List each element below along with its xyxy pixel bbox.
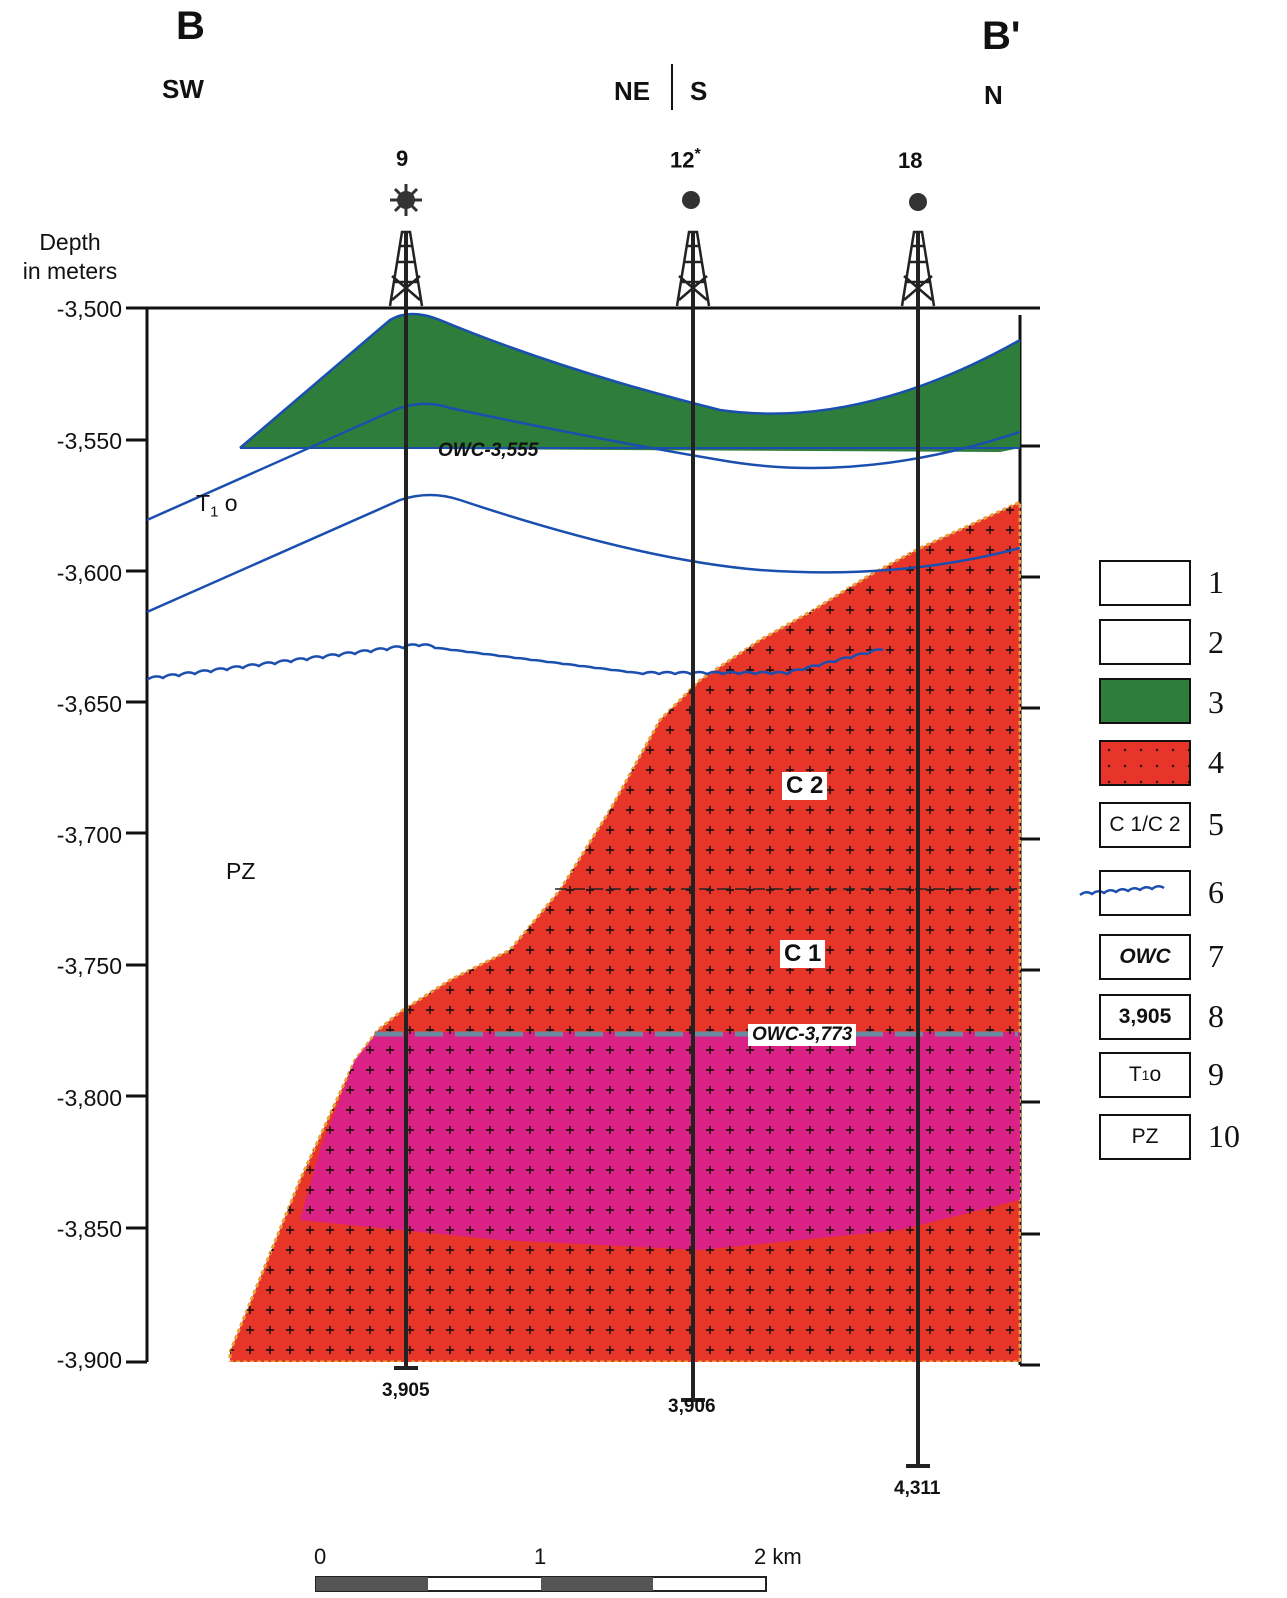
left-ticks (126, 438, 147, 1230)
tick-label: -3,800 (56, 1085, 122, 1111)
legend-number: 1 (1208, 564, 1224, 600)
well-12 (675, 230, 711, 1402)
tick-label: -3,600 (56, 560, 122, 586)
tick-label: -3,650 (56, 691, 122, 717)
legend-box-red (1099, 740, 1191, 786)
c1-label: C 1 (780, 940, 826, 968)
legend-number: 10 (1208, 1118, 1240, 1154)
section-end-label: B' (982, 14, 1021, 58)
well-12-bottom-depth: 3,906 (668, 1396, 716, 1417)
owc-upper-label: OWC-3,555 (438, 440, 539, 461)
tick-label: -3,500 (56, 296, 122, 322)
direction-s: S (690, 76, 708, 106)
well-18-bottom-depth: 4,311 (894, 1478, 941, 1499)
dry-well-symbol (909, 193, 927, 211)
owc-lower-label: OWC-3,773 (748, 1024, 857, 1046)
tick-label: -3,700 (56, 822, 122, 848)
t1o-top-line (147, 402, 1021, 522)
legend-number: 5 (1208, 806, 1224, 842)
c2-label: C 2 (782, 772, 828, 800)
direction-sw: SW (162, 74, 204, 104)
legend-number: 9 (1208, 1056, 1224, 1092)
section-start-label: B (176, 4, 205, 48)
unconformity-wavy-line (147, 643, 884, 682)
legend-number: 2 (1208, 624, 1224, 660)
pz-label: PZ (226, 858, 256, 884)
oil-well-symbol (390, 184, 422, 216)
well-9-bottom-depth: 3,905 (382, 1380, 430, 1401)
scale-label-0: 0 (314, 1544, 327, 1569)
well-12-label: 12* (670, 146, 701, 173)
well-9 (388, 230, 424, 1370)
direction-ne: NE (614, 76, 651, 106)
basement-crosses (230, 502, 1020, 1362)
tick-label: -3,750 (56, 953, 122, 979)
legend-box-owc: OWC (1099, 934, 1191, 980)
well-9-label: 9 (396, 146, 409, 171)
legend-box-c1c2: C 1/C 2 (1099, 802, 1191, 848)
direction-n: N (984, 80, 1003, 110)
legend-box-pz: PZ (1099, 1114, 1191, 1160)
legend-number: 4 (1208, 744, 1224, 780)
scale-bar (315, 1576, 767, 1592)
tick-label: -3,550 (56, 428, 122, 454)
legend-box-depth: 3,905 (1099, 994, 1191, 1040)
legend-box-green (1099, 678, 1191, 724)
legend-number: 8 (1208, 998, 1224, 1034)
scale-label-2: 2 km (754, 1544, 802, 1569)
green-reservoir (240, 314, 1020, 452)
dry-well-symbol (682, 191, 700, 209)
scale-label-1: 1 (534, 1544, 547, 1569)
well-12-marker: * (694, 146, 701, 163)
well-18 (900, 230, 936, 1468)
legend-box-oil-well (1099, 560, 1191, 606)
right-ticks (1020, 444, 1040, 1236)
well-18-label: 18 (898, 148, 923, 173)
t1o-label: T1 o (196, 490, 238, 521)
legend-box-dry-well (1099, 619, 1191, 665)
axis-title: Depth in meters (22, 229, 118, 284)
direction-divider (671, 64, 673, 110)
legend-number: 7 (1208, 938, 1224, 974)
legend-box-wavy (1099, 870, 1191, 916)
tick-label: -3,900 (56, 1347, 122, 1373)
t1o-base-line (147, 493, 1021, 614)
legend-number: 3 (1208, 684, 1224, 720)
tick-label: -3,850 (56, 1216, 122, 1242)
legend-number: 6 (1208, 874, 1224, 910)
